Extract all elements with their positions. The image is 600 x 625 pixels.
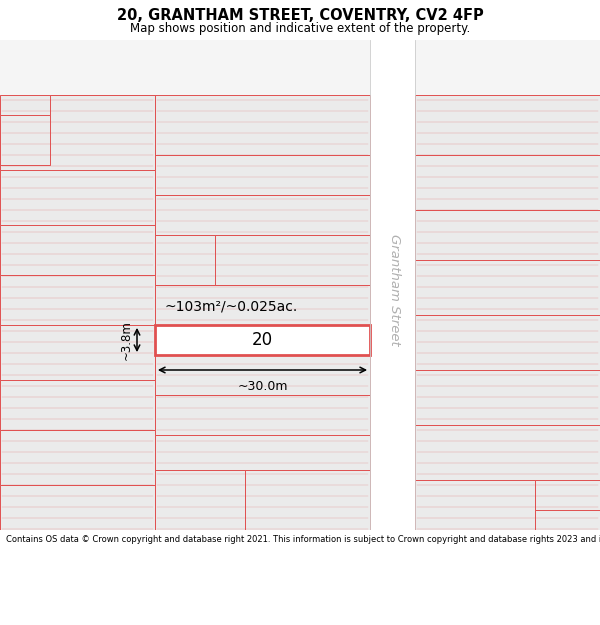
Bar bbox=[0, 170, 155, 225]
Bar bbox=[155, 155, 370, 195]
Text: 20, GRANTHAM STREET, COVENTRY, CV2 4FP: 20, GRANTHAM STREET, COVENTRY, CV2 4FP bbox=[116, 8, 484, 23]
Bar bbox=[415, 480, 535, 530]
Bar bbox=[215, 235, 370, 285]
Bar bbox=[0, 115, 50, 165]
Bar bbox=[155, 435, 370, 470]
Bar bbox=[155, 95, 370, 155]
Text: Map shows position and indicative extent of the property.: Map shows position and indicative extent… bbox=[130, 22, 470, 35]
Bar bbox=[155, 235, 370, 285]
Bar bbox=[0, 225, 155, 275]
Bar bbox=[0, 275, 155, 325]
Text: 20: 20 bbox=[252, 331, 273, 349]
Bar bbox=[0, 95, 155, 170]
Text: Grantham Street: Grantham Street bbox=[388, 234, 401, 346]
Text: ~103m²/~0.025ac.: ~103m²/~0.025ac. bbox=[165, 299, 298, 313]
Text: ~30.0m: ~30.0m bbox=[237, 380, 288, 393]
Bar bbox=[415, 260, 600, 315]
Bar bbox=[0, 430, 155, 485]
Bar bbox=[415, 210, 600, 260]
Polygon shape bbox=[0, 95, 155, 170]
Bar bbox=[415, 480, 600, 530]
Bar bbox=[155, 470, 245, 530]
Polygon shape bbox=[535, 510, 600, 530]
Bar bbox=[0, 325, 155, 380]
Bar bbox=[370, 40, 415, 530]
Text: ~3.8m: ~3.8m bbox=[120, 320, 133, 360]
Bar bbox=[155, 355, 370, 395]
Bar bbox=[415, 315, 600, 370]
Bar bbox=[245, 470, 370, 530]
Bar bbox=[155, 325, 370, 355]
Polygon shape bbox=[155, 235, 245, 285]
Bar bbox=[415, 425, 600, 480]
Bar bbox=[155, 470, 370, 530]
Bar bbox=[415, 95, 600, 155]
Bar bbox=[415, 370, 600, 425]
Bar bbox=[0, 380, 155, 430]
Bar bbox=[535, 480, 600, 510]
Bar bbox=[155, 285, 370, 325]
Bar bbox=[155, 195, 370, 235]
Bar bbox=[155, 395, 370, 435]
Bar bbox=[415, 155, 600, 210]
Bar bbox=[0, 485, 155, 530]
Text: Contains OS data © Crown copyright and database right 2021. This information is : Contains OS data © Crown copyright and d… bbox=[6, 535, 600, 544]
